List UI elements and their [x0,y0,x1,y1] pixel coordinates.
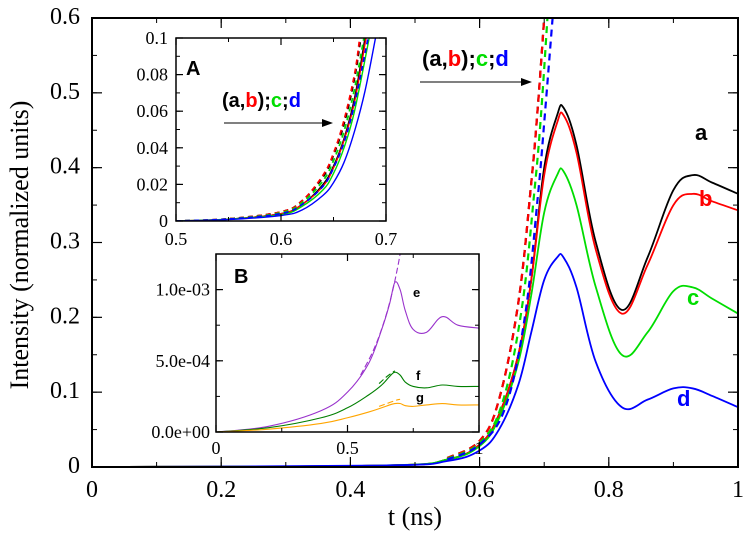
main-arrow-label-d: d [495,46,508,71]
inset-a-arrow-label-b: b [245,90,257,112]
main-arrow-label-open: ( [422,46,430,71]
inset-b-plot-area [216,254,479,432]
main-arrow-head-icon [521,78,532,86]
main-y-tick-label: 0.2 [50,303,80,329]
main-x-axis-label: t (ns) [388,502,442,531]
main-series-c-dashed-line [446,18,549,460]
inset-a-x-tick-label: 0.6 [270,229,293,249]
inset-b-ticks: 0 0.5 1 0.0e+00 5.0e-04 1.0e-03 [151,253,484,458]
main-curves [92,18,738,467]
main-arrow-label: (a,b);c;d [422,46,509,71]
inset-b-series-g-dashed-line [378,398,401,407]
inset-b-series-label-g: g [416,390,424,405]
main-x-tick-label: 1 [732,477,744,503]
inset-b-x-tick-label: 1 [475,438,484,458]
main-series-c-line [92,167,738,467]
inset-a-ticks: 0.5 0.6 0.7 0 0.02 0.04 0.06 0.08 0.1 [137,28,398,249]
main-series-label-b: b [699,186,712,211]
inset-a-arrow-label-c: c [271,90,282,112]
inset-a-plot-area [176,38,377,221]
main-arrow-label-comma: , [442,46,448,71]
main-y-tick-label: 0.3 [50,229,80,255]
inset-a-arrow-label: (a,b);c;d [222,90,301,112]
inset-a-arrow-label-comma: , [240,90,246,112]
inset-a-series-d-dashed-line [176,38,370,221]
inset-a-y-tick-label: 0 [159,211,168,231]
main-arrow-label-sep1: ; [468,46,475,71]
inset-a-y-tick-label: 0.06 [137,101,169,121]
main-y-tick-label: 0 [68,453,80,479]
inset-b-x-tick-label: 0.5 [336,438,359,458]
inset-a-background [176,38,386,221]
inset-b-series-label-f: f [416,368,421,383]
inset-b-series-label-e: e [413,285,420,300]
main-series-label-c: c [687,285,699,310]
main-plot: 0 0.2 0.4 0.6 0.8 1 0 0.1 0.2 0.3 0.4 0.5 0.6 t (ns)… [5,4,744,531]
main-x-tick-label: 0 [86,477,98,503]
inset-a-label: A [186,58,200,80]
main-series-label-a: a [695,120,708,145]
main-series-label-d: d [677,386,690,411]
inset-a-y-tick-label: 0.08 [137,65,169,85]
inset-a-y-tick-label: 0.02 [137,174,169,194]
main-y-tick-label: 0.6 [50,4,80,30]
inset-a-arrow-head-icon [322,119,333,127]
inset-b-curves [216,254,479,432]
inset-b-background [216,254,479,432]
inset-a-arrow-label-sep1: ; [264,90,271,112]
inset-b: 0 0.5 1 0.0e+00 5.0e-04 1.0e-03 B e f g [151,253,484,458]
inset-a-arrow-label-close: ) [258,90,265,112]
inset-a-x-tick-label: 0.7 [375,229,398,249]
main-x-tick-label: 0.4 [335,477,365,503]
main-x-tick-label: 0.2 [206,477,236,503]
inset-b-series-g-line [216,402,479,432]
inset-a-arrow-label-sep2: ; [282,90,289,112]
inset-a-y-tick-label: 0.1 [146,28,169,48]
inset-b-y-tick-label: 1.0e-03 [156,280,210,300]
inset-a: 0.5 0.6 0.7 0 0.02 0.04 0.06 0.08 0.1 A (a,b);c;… [137,28,398,249]
main-arrow-label-sep2: ; [488,46,495,71]
inset-b-series-e-dashed-line [360,254,401,376]
main-y-axis-label: Intensity (normalized units) [5,101,34,390]
inset-a-arrow-label-open: ( [222,90,229,112]
inset-a-y-tick-label: 0.04 [137,138,169,158]
inset-b-series-f-dashed-line [378,370,396,384]
main-ticks: 0 0.2 0.4 0.6 0.8 1 0 0.1 0.2 0.3 0.4 0.5 0.6 [50,4,744,503]
main-arrow-label-c: c [476,46,488,71]
inset-b-y-tick-label: 0.0e+00 [151,422,210,442]
inset-a-series-b-dashed-line [176,38,361,221]
main-series-d-line [92,253,738,467]
main-arrow-label-close: ) [461,46,468,71]
inset-b-y-tick-label: 5.0e-04 [156,351,210,371]
inset-b-label: B [234,266,248,288]
inset-a-curves [176,38,377,221]
inset-a-x-tick-label: 0.5 [165,229,188,249]
main-series-d-dashed-line [446,18,554,461]
main-y-tick-label: 0.1 [50,378,80,404]
inset-a-arrow-label-d: d [289,90,301,112]
main-y-tick-label: 0.5 [50,79,80,105]
main-plot-area [92,18,738,467]
main-x-tick-label: 0.8 [594,477,624,503]
main-series-b-dashed-line [446,18,546,460]
main-x-tick-label: 0.6 [465,477,495,503]
inset-a-series-d-line [176,38,377,221]
inset-b-series-f-line [216,371,479,432]
inset-b-x-tick-label: 0 [212,438,221,458]
main-arrow-label-b: b [448,46,461,71]
inset-b-series-e-line [216,281,479,432]
inset-a-arrow-label-a: a [229,90,241,112]
main-y-tick-label: 0.4 [50,154,80,180]
main-arrow-label-a: a [429,46,442,71]
